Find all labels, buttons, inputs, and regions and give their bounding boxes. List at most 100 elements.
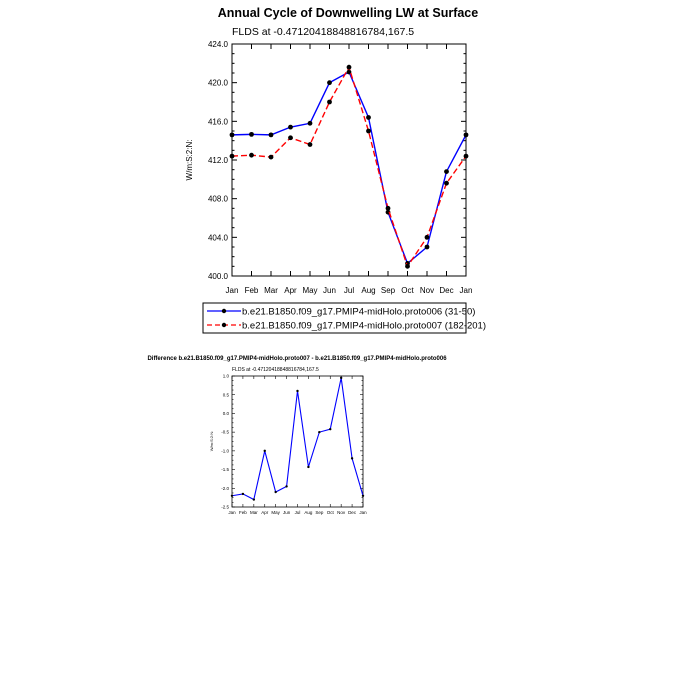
y-tick-label: -2.0 <box>221 486 229 491</box>
legend-marker-proto006 <box>221 308 227 314</box>
y-tick-label: 424.0 <box>208 40 229 49</box>
data-point <box>241 492 245 496</box>
main-chart: Annual Cycle of Downwelling LW at Surfac… <box>185 6 486 334</box>
data-point <box>366 115 371 120</box>
x-ticks: Jan Feb Mar Apr May Jun Jul Aug Sep Oct Nov Dec Jan <box>226 44 473 295</box>
y-tick-label: -1.5 <box>221 467 229 472</box>
data-point <box>318 430 321 434</box>
data-point <box>361 494 365 497</box>
y-ticks: 400.0 404.0 408.0 412.0 416.0 420.0 424.0 <box>208 40 466 281</box>
x-tick-label: Jul <box>344 286 354 295</box>
data-point <box>229 153 235 159</box>
y-tick-label: 0.5 <box>223 392 230 397</box>
data-point <box>252 498 256 501</box>
y-tick-label: 412.0 <box>208 156 229 165</box>
x-tick-label: Jul <box>295 510 301 515</box>
x-tick-label: May <box>302 286 317 295</box>
series-line-0 <box>231 71 467 265</box>
data-point <box>463 153 469 159</box>
y-tick-label: 1.0 <box>223 374 230 379</box>
x-tick-label: Oct <box>401 286 414 295</box>
data-point <box>249 131 254 137</box>
y-tick-label: 408.0 <box>208 195 229 204</box>
legend-label-proto006: b.e21.B1850.f09_g17.PMIP4-midHolo.proto0… <box>242 307 475 318</box>
series-group <box>229 64 469 269</box>
data-point <box>350 457 354 460</box>
x-tick-label: Jun <box>283 510 291 515</box>
difference-y-ticks: -2.5 -2.0 -1.5 -1.0 -0.5 0.0 0.5 1.0 <box>221 374 363 510</box>
data-point <box>327 99 332 105</box>
x-tick-label: May <box>271 510 280 515</box>
x-tick-label: Dec <box>348 510 357 515</box>
data-point <box>329 427 332 431</box>
series-line-1 <box>231 65 467 268</box>
data-point <box>307 465 310 469</box>
data-point <box>288 124 293 130</box>
difference-subtitle: FLDS at -0.47120418848816784,167.5 <box>232 367 319 373</box>
y-tick-label: 416.0 <box>208 117 229 126</box>
difference-title: Difference b.e21.B1850.f09_g17.PMIP4-mid… <box>147 356 447 362</box>
data-point <box>366 128 371 134</box>
data-point <box>405 263 410 269</box>
y-tick-label: -2.5 <box>221 505 229 510</box>
x-tick-label: Aug <box>304 510 313 515</box>
x-tick-label: Mar <box>250 510 258 515</box>
y-axis-label: W/m:S:2:N: <box>185 140 194 181</box>
legend-marker-proto007 <box>221 322 227 328</box>
y-tick-label: -1.0 <box>221 448 229 453</box>
x-tick-label: Apr <box>284 286 297 295</box>
data-point <box>230 494 234 497</box>
data-point <box>288 135 293 141</box>
data-point <box>444 180 449 186</box>
x-tick-label: Jun <box>323 286 336 295</box>
plot-frame <box>231 43 467 277</box>
data-point <box>463 132 469 138</box>
y-tick-label: 0.0 <box>223 411 230 416</box>
data-point <box>327 80 332 86</box>
difference-x-ticks: Jan Feb Mar Apr May Jun Jul Aug Sep Oct Nov Dec Jan <box>228 376 367 515</box>
x-tick-label: Nov <box>337 510 346 515</box>
data-point <box>229 132 235 138</box>
data-point <box>249 152 254 158</box>
x-tick-label: Feb <box>239 510 247 515</box>
difference-chart: Difference b.e21.B1850.f09_g17.PMIP4-mid… <box>147 356 447 515</box>
y-tick-label: 420.0 <box>208 79 229 88</box>
data-point <box>339 376 343 380</box>
x-tick-label: Sep <box>381 286 396 295</box>
x-tick-label: Aug <box>361 286 375 295</box>
x-tick-label: Oct <box>327 510 335 515</box>
data-point <box>268 132 274 138</box>
x-tick-label: Jan <box>460 286 473 295</box>
chart-title: Annual Cycle of Downwelling LW at Surfac… <box>218 6 478 20</box>
y-tick-label: 404.0 <box>208 233 229 242</box>
data-point <box>268 154 274 160</box>
data-point <box>274 490 277 494</box>
x-tick-label: Apr <box>261 510 269 515</box>
x-tick-label: Jan <box>359 510 367 515</box>
difference-series-group <box>230 376 365 501</box>
data-point <box>346 64 352 70</box>
data-point <box>307 120 313 126</box>
x-tick-label: Jan <box>226 286 239 295</box>
y-tick-label: -0.5 <box>221 430 229 435</box>
legend-box <box>202 302 467 334</box>
difference-y-axis-label: W/m:S:2:N: <box>209 431 214 451</box>
data-point <box>424 244 430 250</box>
legend: b.e21.B1850.f09_g17.PMIP4-midHolo.proto0… <box>202 302 486 334</box>
x-tick-label: Mar <box>264 286 278 295</box>
data-point <box>424 234 430 240</box>
x-tick-label: Sep <box>315 510 324 515</box>
data-point <box>296 389 299 393</box>
x-tick-label: Nov <box>420 286 434 295</box>
data-point <box>385 205 391 211</box>
y-tick-label: 400.0 <box>208 272 229 281</box>
x-tick-label: Dec <box>439 286 453 295</box>
data-point <box>263 449 266 453</box>
chart-subtitle: FLDS at -0.47120418848816784,167.5 <box>232 26 414 38</box>
data-point <box>444 169 449 175</box>
series-line-0 <box>231 377 364 501</box>
legend-label-proto007: b.e21.B1850.f09_g17.PMIP4-midHolo.proto0… <box>242 321 486 332</box>
x-tick-label: Feb <box>245 286 259 295</box>
data-point <box>285 485 288 488</box>
